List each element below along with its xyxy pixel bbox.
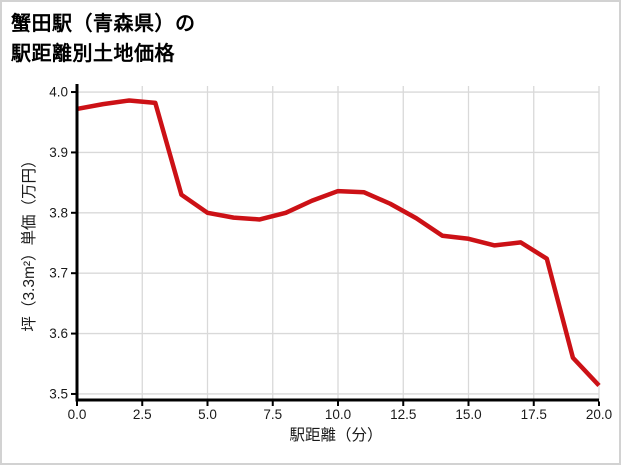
y-tick-label: 3.6 bbox=[49, 326, 68, 341]
price-line bbox=[76, 98, 601, 388]
x-tick-label: 20.0 bbox=[586, 407, 612, 422]
x-tick-label: 15.0 bbox=[455, 407, 481, 422]
chart-title: 蟹田駅（青森県）の 駅距離別土地価格 bbox=[11, 9, 196, 69]
x-tick-label: 10.0 bbox=[325, 407, 351, 422]
x-tick-label: 2.5 bbox=[133, 407, 152, 422]
y-tick-label: 3.9 bbox=[49, 145, 68, 160]
x-tick-label: 7.5 bbox=[263, 407, 282, 422]
x-tick-label: 0.0 bbox=[68, 407, 87, 422]
x-tick-label: 17.5 bbox=[521, 407, 547, 422]
y-tick-label: 3.5 bbox=[49, 386, 68, 401]
x-tick-label: 5.0 bbox=[198, 407, 217, 422]
chart-title-line2: 駅距離別土地価格 bbox=[11, 43, 175, 65]
y-tick-label: 3.7 bbox=[49, 266, 68, 281]
y-tick-label: 3.8 bbox=[49, 205, 68, 220]
y-axis-label: 坪（3.3m²）単価（万円） bbox=[21, 152, 38, 332]
chart-title-line1: 蟹田駅（青森県）の bbox=[11, 13, 196, 35]
x-tick-label: 12.5 bbox=[390, 407, 416, 422]
y-tick-label: 4.0 bbox=[49, 85, 68, 100]
x-axis-label: 駅距離（分） bbox=[289, 427, 383, 444]
